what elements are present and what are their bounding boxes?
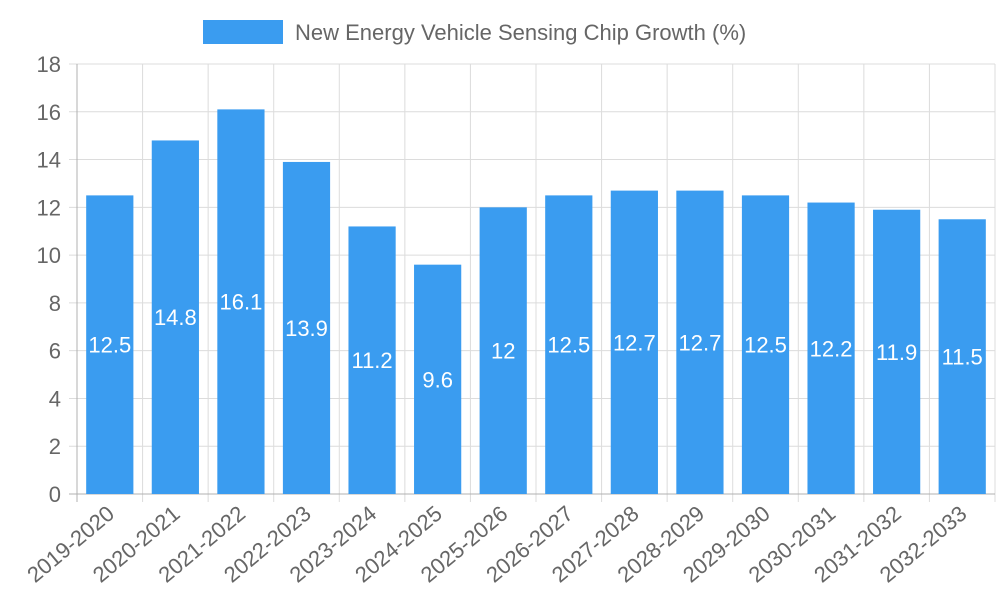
y-tick-label: 2	[49, 434, 61, 459]
bar[interactable]	[282, 161, 331, 494]
bar-value-label: 12.7	[679, 330, 722, 355]
bar-value-label: 12.5	[744, 333, 787, 358]
bar[interactable]	[610, 190, 658, 494]
legend[interactable]: New Energy Vehicle Sensing Chip Growth (…	[203, 20, 746, 45]
bar[interactable]	[807, 202, 855, 495]
bars	[86, 109, 986, 495]
y-tick-label: 12	[37, 195, 61, 220]
y-tick-label: 10	[37, 243, 61, 268]
bar[interactable]	[545, 195, 593, 494]
bar[interactable]	[873, 209, 921, 494]
legend-swatch[interactable]	[203, 20, 283, 44]
bar[interactable]	[479, 207, 527, 495]
bar-value-label: 11.9	[876, 340, 917, 365]
data-labels: 12.5 14.8 16.1 13.9 11.2 9.6 12 12.5 12.7 12.7 12.…	[88, 290, 982, 393]
y-tick-label: 16	[37, 100, 61, 125]
y-tick-label: 14	[37, 148, 61, 173]
legend-label[interactable]: New Energy Vehicle Sensing Chip Growth (…	[295, 20, 746, 45]
bar[interactable]	[151, 140, 199, 494]
bar[interactable]	[938, 219, 986, 494]
bar[interactable]	[741, 195, 790, 494]
bar-value-label: 16.1	[220, 290, 263, 315]
bar[interactable]	[676, 190, 724, 494]
y-tick-label: 8	[49, 291, 61, 316]
bar[interactable]	[348, 226, 396, 494]
bar-value-label: 12.2	[810, 336, 853, 361]
grid	[69, 63, 996, 502]
bar-value-label: 11.2	[351, 348, 392, 373]
bar-value-label: 12.5	[88, 333, 131, 358]
y-tick-label: 18	[37, 52, 61, 77]
bar[interactable]	[414, 264, 462, 494]
bar-value-label: 11.5	[942, 345, 983, 370]
bar-value-label: 12	[491, 339, 515, 364]
bar-value-label: 9.6	[422, 367, 453, 392]
y-tick-label: 6	[49, 339, 61, 364]
bar[interactable]	[86, 195, 134, 494]
bar[interactable]	[217, 109, 265, 494]
bar-value-label: 13.9	[285, 316, 328, 341]
bar-value-label: 12.5	[547, 333, 590, 358]
y-tick-label: 4	[49, 386, 61, 411]
bar-value-label: 12.7	[613, 330, 656, 355]
y-tick-label: 0	[49, 482, 61, 507]
bar-value-label: 14.8	[154, 305, 197, 330]
